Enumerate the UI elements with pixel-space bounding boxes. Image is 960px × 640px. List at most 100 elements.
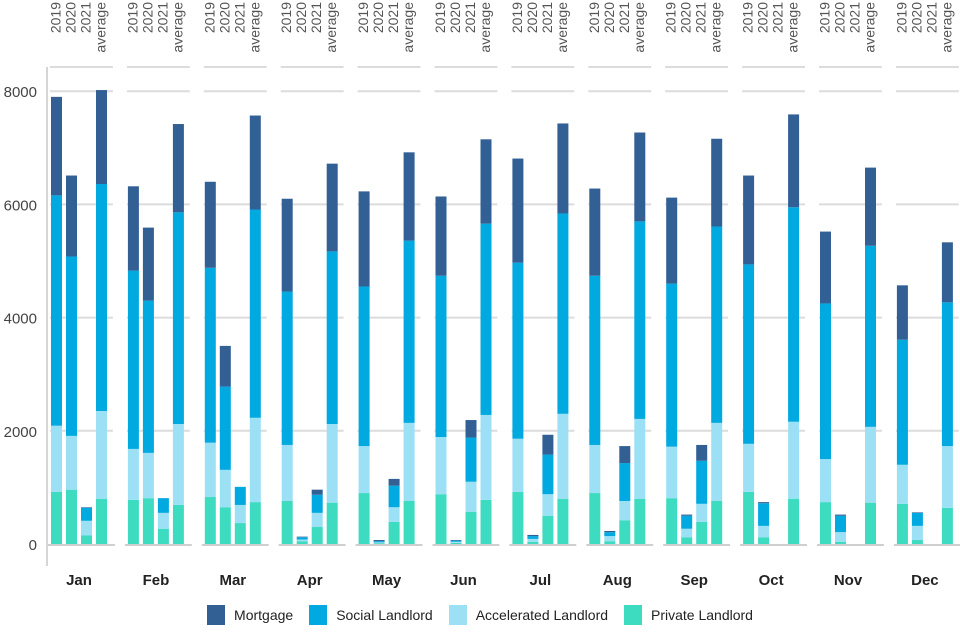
bar-segment-private-landlord xyxy=(820,502,831,544)
subcategory-label: 2019 xyxy=(893,2,909,33)
bar-segment-social-landlord xyxy=(634,221,646,419)
bar-segment-private-landlord xyxy=(172,504,184,544)
bar-segment-social-landlord xyxy=(204,267,216,443)
bar-segment-mortgage xyxy=(758,502,770,504)
bar-segment-mortgage xyxy=(589,188,601,276)
bar-segment-accelerated-landlord xyxy=(450,541,462,543)
bar-segment-private-landlord xyxy=(296,541,308,544)
bar-segment-accelerated-landlord xyxy=(589,444,601,494)
subcategory-label: 2019 xyxy=(201,2,217,33)
bar-segment-mortgage xyxy=(788,114,800,208)
subcategory-label: 2020 xyxy=(832,2,848,33)
bar-segment-social-landlord xyxy=(358,286,370,447)
bar-segment-private-landlord xyxy=(234,523,246,544)
bar-segment-private-landlord xyxy=(634,498,646,544)
bar-segment-social-landlord xyxy=(865,245,876,427)
bar-segment-social-landlord xyxy=(311,494,323,513)
bar-segment-social-landlord xyxy=(51,195,62,426)
bar-segment-mortgage xyxy=(388,478,400,486)
month-label: Jul xyxy=(530,572,552,589)
bar-segment-social-landlord xyxy=(542,454,554,495)
bar-segment-private-landlord xyxy=(941,507,953,544)
subcategory-label: 2021 xyxy=(308,2,324,33)
bar-segment-accelerated-landlord xyxy=(634,418,646,499)
bar-segment-private-landlord xyxy=(542,515,554,544)
bar-segment-social-landlord xyxy=(743,264,755,444)
subcategory-label: 2021 xyxy=(616,2,632,33)
bar-segment-accelerated-landlord xyxy=(435,437,447,495)
y-axis: 0 2000 4000 6000 8000 xyxy=(4,67,48,566)
subcategory-label: 2021 xyxy=(923,2,939,33)
bar-segment-private-landlord xyxy=(527,541,539,544)
bar-segment-social-landlord xyxy=(127,270,139,449)
bar-segment-social-landlord xyxy=(696,460,708,504)
subcategory-label: 2019 xyxy=(355,2,371,33)
bar-segment-private-landlord xyxy=(403,500,415,544)
legend-swatch xyxy=(207,605,226,625)
bar-segment-mortgage xyxy=(358,191,370,287)
bar-segment-mortgage xyxy=(941,242,953,303)
bar-segment-private-landlord xyxy=(96,498,107,544)
subcategory-label: average xyxy=(862,2,878,53)
bar-segment-private-landlord xyxy=(557,498,569,544)
bar-segment-private-landlord xyxy=(465,511,477,544)
bar-segment-mortgage xyxy=(66,175,77,257)
bar-segment-private-landlord xyxy=(696,521,708,544)
bar-segment-social-landlord xyxy=(234,486,246,505)
bar-segment-accelerated-landlord xyxy=(465,481,477,512)
month-label: Aug xyxy=(603,572,632,589)
bar-segment-private-landlord xyxy=(81,535,92,544)
y-tick-label: 2000 xyxy=(4,424,37,441)
subcategory-label: 2020 xyxy=(370,2,386,33)
bar-segment-mortgage xyxy=(696,444,708,461)
month-label: Nov xyxy=(834,572,863,589)
subcategory-label: average xyxy=(246,2,262,53)
bar-segment-accelerated-landlord xyxy=(512,438,524,492)
subcategory-label: 2021 xyxy=(78,2,94,33)
bar-segment-accelerated-landlord xyxy=(127,448,139,500)
subcategory-label: 2020 xyxy=(216,2,232,33)
subcategory-label: 2020 xyxy=(63,2,79,33)
bar-segment-private-landlord xyxy=(66,489,77,544)
bar-segment-accelerated-landlord xyxy=(619,500,631,521)
bar-segment-social-landlord xyxy=(512,262,524,439)
bar-segment-mortgage xyxy=(311,489,323,495)
subcategory-label: 2021 xyxy=(847,2,863,33)
bar-segment-accelerated-landlord xyxy=(142,452,154,499)
bar-segment-private-landlord xyxy=(388,521,400,544)
bar-segment-social-landlord xyxy=(465,437,477,482)
month-label: Sep xyxy=(680,572,708,589)
bar-segment-mortgage xyxy=(634,132,646,222)
bar-segment-private-landlord xyxy=(604,541,616,544)
month-label: Dec xyxy=(911,572,939,589)
subcategory-label: 2019 xyxy=(278,2,294,33)
bar-segment-accelerated-landlord xyxy=(388,507,400,522)
bar-segment-social-landlord xyxy=(788,207,800,422)
bar-segment-private-landlord xyxy=(743,491,755,544)
legend-label: Accelerated Landlord xyxy=(475,607,609,623)
bar-segment-accelerated-landlord xyxy=(557,413,569,499)
bar-segment-social-landlord xyxy=(296,537,308,540)
month-label: Jun xyxy=(450,572,477,589)
bar-segment-social-landlord xyxy=(66,256,77,436)
bar-segment-mortgage xyxy=(480,139,492,224)
bar-segment-accelerated-landlord xyxy=(758,525,770,538)
legend-swatch xyxy=(448,605,467,625)
bar-segment-accelerated-landlord xyxy=(219,469,231,508)
bar-segment-social-landlord xyxy=(142,300,154,453)
bar-segment-mortgage xyxy=(619,446,631,464)
bar-segment-private-landlord xyxy=(281,500,293,544)
subcategory-label: average xyxy=(323,2,339,53)
subcategory-label: 2020 xyxy=(293,2,309,33)
month-label: Apr xyxy=(297,572,323,589)
bar-segment-private-landlord xyxy=(373,543,385,544)
bar-segment-social-landlord xyxy=(219,386,231,470)
bar-segment-private-landlord xyxy=(896,503,908,544)
bar-segment-social-landlord xyxy=(281,291,293,445)
bar-segment-private-landlord xyxy=(711,500,723,544)
subcategory-label: 2020 xyxy=(908,2,924,33)
bar-segment-accelerated-landlord xyxy=(835,532,846,542)
subcategory-label: 2020 xyxy=(755,2,771,33)
bar-segment-mortgage xyxy=(820,231,831,304)
bar-segment-social-landlord xyxy=(249,209,261,418)
